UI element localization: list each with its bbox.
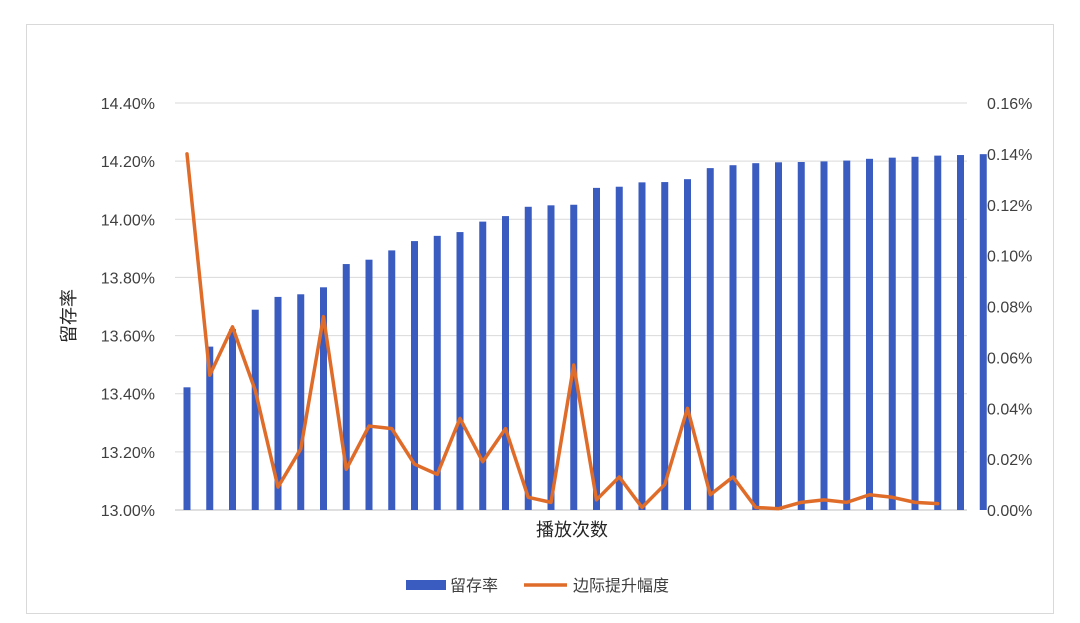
bar [342, 264, 350, 510]
bar [866, 158, 873, 510]
bar-series [183, 154, 987, 511]
bar [661, 182, 669, 510]
legend-swatch-bar [406, 580, 446, 590]
legend: 留存率 边际提升幅度 [406, 576, 669, 595]
bar [888, 157, 896, 510]
left-tick-label: 13.80% [101, 270, 155, 287]
right-tick-label: 0.00% [987, 503, 1032, 520]
left-tick-label: 13.20% [101, 445, 155, 462]
bar [502, 216, 509, 510]
left-tick-label: 13.40% [101, 387, 155, 404]
combo-chart: 13.00% 13.20% 13.40% 13.60% 13.80% 14.00% 14.2… [59, 96, 1032, 595]
bar [820, 161, 828, 510]
bar [297, 294, 305, 510]
bar [638, 182, 646, 511]
series-line [185, 152, 940, 511]
bar [934, 155, 942, 510]
bar [206, 346, 214, 510]
bar [593, 187, 600, 511]
bar [251, 309, 259, 510]
right-tick-label: 0.10% [987, 249, 1032, 266]
bar [729, 165, 737, 510]
bar [433, 235, 441, 510]
x-axis-title: 播放次数 [536, 520, 608, 541]
left-tick-label: 14.20% [101, 154, 155, 171]
bar [615, 186, 623, 510]
bar [911, 156, 919, 510]
bar [752, 163, 760, 510]
bar [479, 221, 487, 510]
y-axis-title: 留存率 [59, 289, 80, 343]
bar [797, 162, 805, 510]
bar [775, 162, 782, 510]
right-tick-label: 0.06% [987, 350, 1032, 367]
bar [957, 155, 964, 511]
legend-label-bar: 留存率 [450, 576, 498, 595]
right-tick-label: 0.16% [987, 96, 1032, 113]
bar [183, 387, 191, 510]
right-tick-label: 0.02% [987, 452, 1032, 469]
bar [547, 205, 555, 510]
bar [684, 179, 691, 510]
bar [388, 250, 396, 510]
right-tick-label: 0.04% [987, 401, 1032, 418]
bar [706, 168, 714, 510]
left-tick-label: 13.00% [101, 503, 155, 520]
left-tick-label: 13.60% [101, 329, 155, 346]
legend-label-line: 边际提升幅度 [573, 576, 669, 595]
bar [320, 287, 327, 510]
bar [411, 241, 418, 510]
left-tick-label: 14.00% [101, 212, 155, 229]
left-axis-ticks: 13.00% 13.20% 13.40% 13.60% 13.80% 14.00% 14.2… [101, 96, 155, 520]
bar [979, 154, 987, 510]
line-series [185, 152, 940, 511]
bar [570, 204, 578, 510]
bar [365, 259, 373, 510]
bar [274, 296, 282, 510]
right-axis-ticks: 0.00% 0.02% 0.04% 0.06% 0.08% 0.10% 0.12% 0.14%… [987, 96, 1032, 520]
right-tick-label: 0.12% [987, 198, 1032, 215]
bar [456, 232, 464, 510]
bar [524, 206, 532, 510]
chart-frame: 13.00% 13.20% 13.40% 13.60% 13.80% 14.00% 14.2… [26, 24, 1054, 614]
right-tick-label: 0.08% [987, 300, 1032, 317]
left-tick-label: 14.40% [101, 96, 155, 113]
right-tick-label: 0.14% [987, 147, 1032, 164]
bar [229, 329, 236, 510]
bar [843, 160, 851, 510]
